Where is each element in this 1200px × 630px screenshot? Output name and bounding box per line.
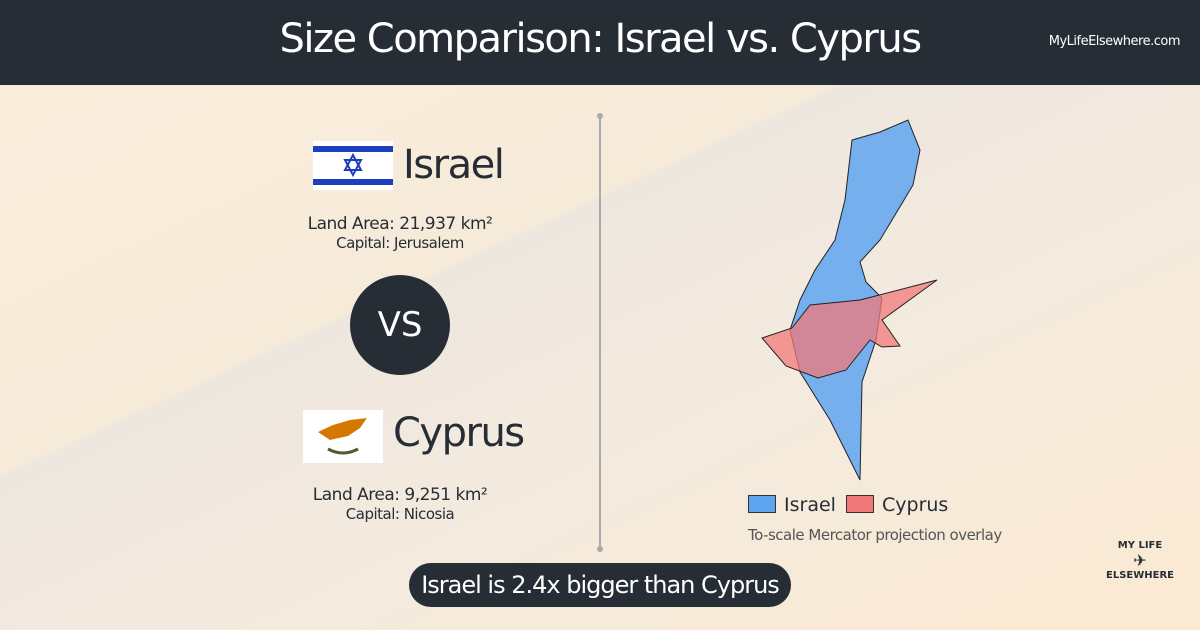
capital: Capital: Nicosia — [345, 505, 455, 523]
header: Size Comparison: Israel vs. Cyprus MyLif… — [0, 0, 1200, 85]
logo-text: ELSEWHERE — [1106, 570, 1174, 581]
vs-badge: VS — [350, 275, 450, 375]
land-area: Land Area: 9,251 km² — [312, 485, 488, 505]
title: Size Comparison: Israel vs. Cyprus — [279, 16, 922, 62]
legend-label: Cyprus — [882, 494, 949, 516]
site-link[interactable]: MyLifeElsewhere.com — [1048, 34, 1181, 49]
israel-flag — [313, 141, 393, 190]
land-area: Land Area: 21,937 km² — [307, 214, 493, 234]
divider-end — [597, 546, 603, 552]
logo: MY LIFE ✈ ELSEWHERE — [1100, 540, 1180, 581]
legend-swatch — [846, 495, 874, 513]
country-name: Cyprus — [393, 410, 525, 456]
logo-text: MY LIFE — [1117, 540, 1163, 551]
cyprus-flag — [303, 410, 383, 463]
legend-note: To-scale Mercator projection overlay — [748, 526, 1002, 544]
summary: Israel is 2.4x bigger than Cyprus — [409, 563, 791, 607]
divider-end — [597, 113, 603, 119]
legend-item: Cyprus — [846, 494, 948, 516]
country-info: Land Area: 21,937 km² Capital: Jerusalem — [250, 214, 550, 252]
legend-item: Israel — [748, 494, 836, 516]
country-name: Israel — [403, 142, 505, 188]
country-info: Land Area: 9,251 km² Capital: Nicosia — [250, 485, 550, 523]
capital: Capital: Jerusalem — [336, 234, 464, 252]
logo-icon: ✈ — [1133, 551, 1147, 570]
map-overlay — [761, 119, 938, 481]
legend-label: Israel — [784, 494, 836, 516]
legend-swatch — [748, 495, 776, 513]
